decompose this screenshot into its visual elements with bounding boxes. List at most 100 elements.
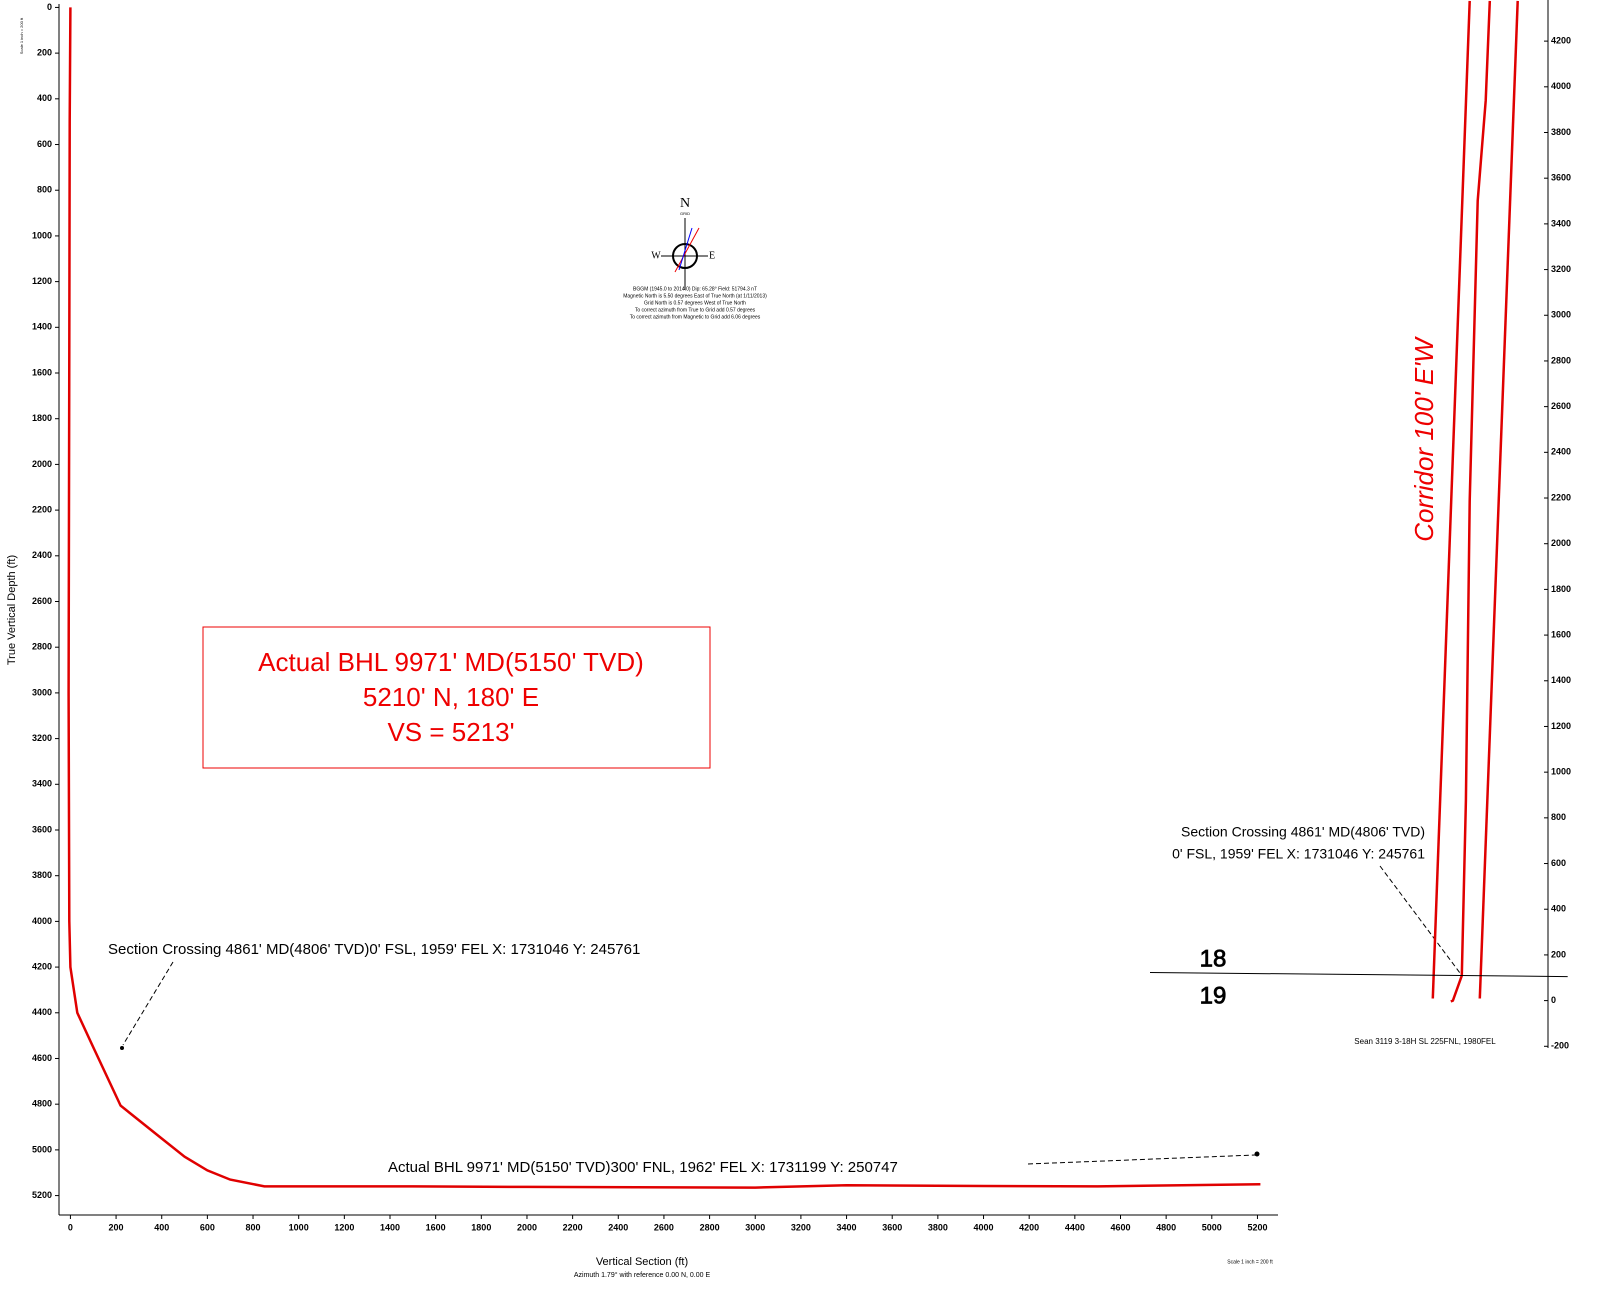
y-tick-label: 2600 [1551,401,1571,411]
x-tick-label: 1200 [334,1222,354,1232]
y-tick-label: 5000 [32,1144,52,1154]
compass-note: Grid North is 0.57 degrees West of True … [644,300,746,306]
y-tick-label: 400 [37,93,52,103]
leader [122,961,174,1046]
y-tick-label: 4400 [32,1007,52,1017]
x-tick-label: 1600 [426,1222,446,1232]
y-tick-label: 4000 [32,916,52,926]
y-tick-label: 2800 [1551,355,1571,365]
y-tick-label: 5200 [32,1190,52,1200]
leader [1027,1154,1256,1165]
y-tick-label: 4800 [32,1099,52,1109]
x-tick-label: 3400 [837,1222,857,1232]
x-tick-label: 800 [246,1222,261,1232]
annotation: Actual BHL 9971' MD(5150' TVD) [258,647,644,677]
x-tick-label: 3200 [791,1222,811,1232]
annotation: VS = 5213' [387,717,514,747]
y-tick-label: 1600 [32,367,52,377]
y-tick-label: 3000 [32,687,52,697]
y-tick-label: 3600 [1551,173,1571,183]
x-tick-label: 2000 [517,1222,537,1232]
line [1450,0,1492,1003]
y-tick-label: 2000 [32,459,52,469]
x-tick-label: 2200 [563,1222,583,1232]
y-tick-label: 3400 [32,779,52,789]
scale-note: Scale 1 inch = 200 ft [19,17,24,54]
x-tick-label: 1400 [380,1222,400,1232]
y-tick-label: 400 [1551,904,1566,914]
x-tick-label: 3800 [928,1222,948,1232]
line [1149,972,1568,978]
y-tick-label: 1400 [1551,675,1571,685]
x-tick-label: 3000 [745,1222,765,1232]
y-tick-label: 2200 [1551,492,1571,502]
x-tick-label: 2600 [654,1222,674,1232]
compass-note: BGGM (1945.0 to 2014.0) Dip: 65.28° Fiel… [633,286,757,292]
y-tick-label: 3800 [32,870,52,880]
y-tick-label: 1000 [1551,767,1571,777]
x-tick-label: 1800 [471,1222,491,1232]
y-tick-label: 1800 [32,413,52,423]
x-tick-label: 5000 [1202,1222,1222,1232]
y-tick-label: 4200 [1551,35,1571,45]
y-tick-label: 2400 [1551,447,1571,457]
y-tick-label: 4000 [1551,81,1571,91]
y-tick-label: -200 [1551,1041,1569,1051]
line [1478,0,1519,999]
annotation: Section Crossing 4861' MD(4806' TVD) [1181,824,1425,840]
y-tick-label: 800 [37,185,52,195]
y-tick-label: 0 [47,2,52,12]
x-tick-label: 4200 [1019,1222,1039,1232]
y-tick-label: 3200 [32,733,52,743]
x-tick-label: 4000 [974,1222,994,1232]
well-label: Sean 3119 3-18H SL 225FNL, 1980FEL [1354,1037,1496,1046]
y-tick-label: 1600 [1551,629,1571,639]
x-axis-title: Vertical Section (ft) [596,1256,688,1268]
y-tick-label: 0 [1551,995,1556,1005]
y-tick-label: 2600 [32,596,52,606]
y-tick-label: 2400 [32,550,52,560]
line [67,7,1261,1189]
y-tick-label: 1800 [1551,584,1571,594]
y-tick-label: 2000 [1551,538,1571,548]
x-tick-label: 0 [68,1222,73,1232]
y-tick-label: 3600 [32,824,52,834]
leader [1379,865,1461,974]
x-tick-label: 4600 [1110,1222,1130,1232]
y-tick-label: 4600 [32,1053,52,1063]
compass: N GRID W E BGGM (1945.0 to 2014.0) Dip: … [623,196,767,320]
section-label: 18 [1200,945,1227,972]
y-tick-label: 1400 [32,322,52,332]
y-tick-label: 1000 [32,230,52,240]
y-tick-label: 1200 [32,276,52,286]
marker [1254,1151,1260,1157]
compass-grid: GRID [680,211,690,216]
annotation: 5210' N, 180' E [363,682,539,712]
x-tick-label: 600 [200,1222,215,1232]
x-axis-subtitle: Azimuth 1.79° with reference 0.00 N, 0.0… [574,1271,711,1279]
x-tick-label: 1000 [289,1222,309,1232]
y-tick-label: 600 [1551,858,1566,868]
compass-note: To correct azimuth from Magnetic to Grid… [630,314,761,320]
compass-note: To correct azimuth from True to Grid add… [635,307,756,313]
marker [120,1046,124,1050]
x-tick-label: 3600 [882,1222,902,1232]
y-tick-label: 200 [1551,949,1566,959]
chart-title: Corridor 100' E'W [1409,336,1439,542]
x-tick-label: 2800 [700,1222,720,1232]
y-tick-label: 4200 [32,961,52,971]
y-tick-label: 3400 [1551,218,1571,228]
x-tick-label: 2400 [608,1222,628,1232]
y-tick-label: 2800 [32,642,52,652]
compass-note: Magnetic North is 5.50 degrees East of T… [623,293,767,299]
scale-note: Scale 1 inch = 200 ft [1227,1259,1273,1265]
y-tick-label: 3200 [1551,264,1571,274]
compass-west: W [651,250,661,261]
x-tick-label: 400 [154,1222,169,1232]
annotation: Actual BHL 9971' MD(5150' TVD)300' FNL, … [388,1159,898,1176]
line [1431,0,1471,999]
y-tick-label: 3800 [1551,127,1571,137]
x-tick-label: 4800 [1156,1222,1176,1232]
y-tick-label: 800 [1551,812,1566,822]
